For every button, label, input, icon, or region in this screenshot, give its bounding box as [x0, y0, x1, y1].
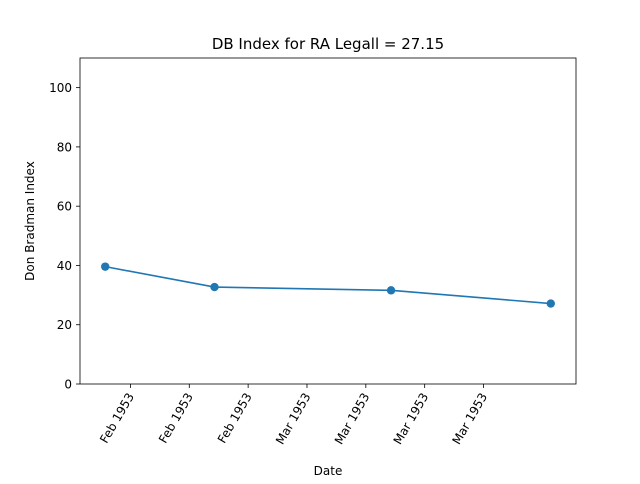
plot-area: 0 20 40 60 80 100 Feb 1953 Feb 1953 Feb 1953 Mar … [49, 57, 577, 447]
x-tick-label: Feb 1953 [215, 391, 255, 446]
x-tick-label: Mar 1953 [332, 391, 373, 447]
x-tick-label: Feb 1953 [156, 391, 196, 446]
y-axis-label: Don Bradman Index [23, 161, 37, 281]
y-tick-label: 60 [57, 200, 72, 214]
x-tick-label: Mar 1953 [391, 391, 432, 447]
data-point [101, 262, 110, 271]
data-point [386, 286, 396, 295]
x-tick-label: Mar 1953 [273, 391, 314, 447]
y-tick-label: 80 [57, 140, 72, 154]
x-tick-label: Mar 1953 [449, 391, 490, 447]
chart-title: DB Index for RA Legall = 27.15 [212, 35, 444, 53]
plot-frame [79, 57, 577, 385]
series-line [105, 265, 551, 305]
y-tick-label: 0 [64, 378, 72, 392]
y-tick-label: 100 [49, 81, 72, 95]
data-point [210, 282, 219, 292]
x-axis-label: Date [314, 464, 343, 478]
y-tick-label: 40 [57, 259, 72, 273]
y-tick-label: 20 [57, 318, 72, 332]
x-tick-label: Feb 1953 [97, 391, 137, 446]
data-point [546, 299, 555, 308]
